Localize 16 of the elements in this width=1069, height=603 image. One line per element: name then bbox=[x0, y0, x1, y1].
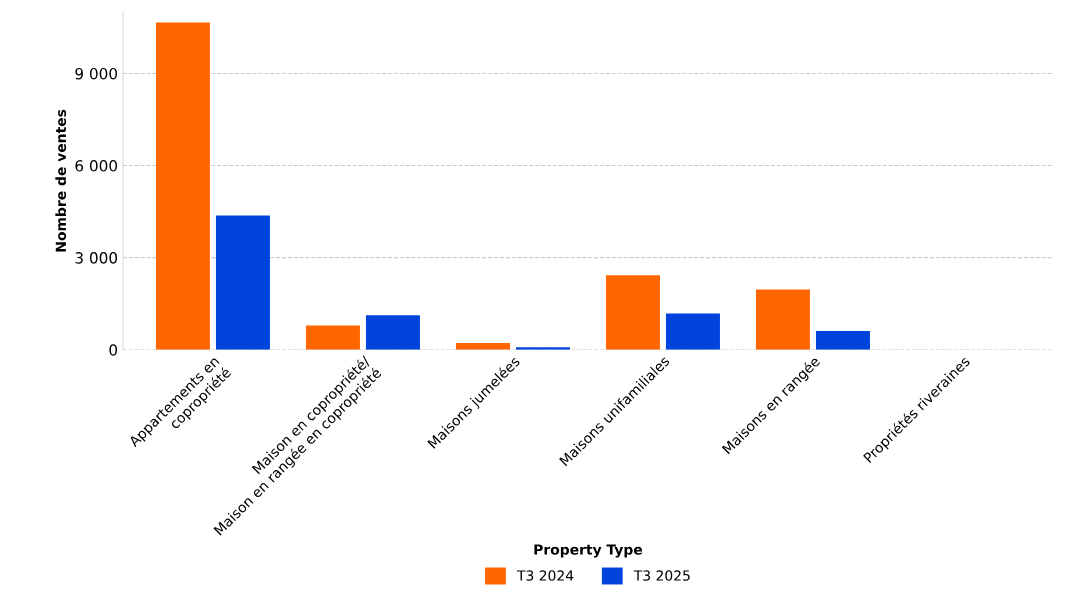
bar bbox=[605, 275, 660, 350]
bar bbox=[155, 22, 210, 350]
bar bbox=[815, 331, 870, 350]
bar bbox=[665, 313, 720, 350]
y-tick-label: 9 000 bbox=[75, 67, 118, 80]
legend-label: T3 2025 bbox=[633, 570, 690, 581]
legend-label: T3 2024 bbox=[516, 570, 574, 581]
bar bbox=[755, 289, 810, 350]
y-tick-label: 6 000 bbox=[75, 160, 118, 172]
bar bbox=[305, 325, 360, 350]
bar bbox=[365, 315, 420, 350]
bar bbox=[215, 215, 270, 350]
y-tick-label: 0 bbox=[109, 344, 118, 356]
y-tick-label: 3 000 bbox=[75, 252, 118, 264]
x-axis-title: Property Type bbox=[534, 544, 643, 558]
y-axis-title: Nombre de ventes bbox=[55, 109, 67, 252]
